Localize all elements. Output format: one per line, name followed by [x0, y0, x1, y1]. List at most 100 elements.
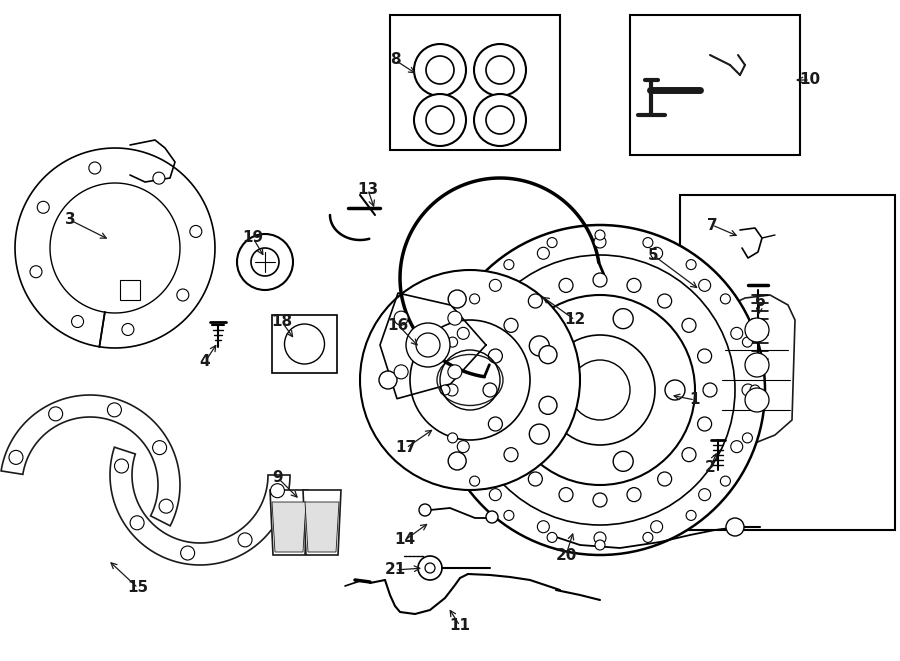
Circle shape	[742, 337, 752, 347]
Circle shape	[486, 511, 498, 523]
Circle shape	[613, 309, 634, 329]
Polygon shape	[270, 490, 308, 555]
Bar	[630, 15, 800, 155]
Text: 19: 19	[242, 231, 264, 245]
Circle shape	[107, 403, 122, 417]
Text: 14: 14	[394, 533, 416, 547]
Circle shape	[698, 488, 711, 500]
Bar	[272, 315, 337, 373]
Circle shape	[742, 384, 754, 396]
Circle shape	[394, 311, 408, 325]
Text: 10: 10	[799, 73, 821, 87]
Circle shape	[414, 44, 466, 96]
Circle shape	[419, 504, 431, 516]
Text: 12: 12	[564, 313, 586, 327]
Circle shape	[547, 532, 557, 543]
Circle shape	[594, 532, 606, 544]
Circle shape	[440, 385, 450, 395]
Text: 3: 3	[65, 212, 76, 227]
Circle shape	[457, 441, 469, 453]
Circle shape	[528, 472, 543, 486]
Text: 20: 20	[555, 547, 577, 563]
Circle shape	[435, 225, 765, 555]
Circle shape	[406, 323, 450, 367]
Circle shape	[474, 44, 526, 96]
Circle shape	[651, 247, 662, 259]
Circle shape	[529, 336, 549, 356]
Text: 17: 17	[395, 440, 417, 455]
Circle shape	[537, 521, 549, 533]
Circle shape	[153, 172, 165, 184]
Circle shape	[559, 278, 573, 292]
Circle shape	[446, 384, 458, 396]
Circle shape	[448, 311, 462, 325]
Circle shape	[37, 202, 50, 214]
Circle shape	[470, 294, 480, 304]
Bar	[120, 280, 140, 300]
Circle shape	[483, 383, 497, 397]
Circle shape	[89, 162, 101, 174]
Text: 6: 6	[754, 295, 765, 309]
Circle shape	[745, 318, 769, 342]
Circle shape	[658, 472, 671, 486]
Circle shape	[720, 476, 731, 486]
Circle shape	[745, 388, 769, 412]
Circle shape	[537, 247, 549, 259]
Circle shape	[682, 319, 696, 332]
Circle shape	[379, 371, 397, 389]
Circle shape	[414, 94, 466, 146]
Circle shape	[593, 273, 607, 287]
Circle shape	[489, 349, 502, 363]
Text: 2: 2	[705, 461, 716, 475]
Circle shape	[447, 433, 457, 443]
Polygon shape	[272, 502, 306, 552]
Circle shape	[731, 441, 742, 453]
Circle shape	[360, 270, 580, 490]
Circle shape	[643, 532, 652, 543]
Circle shape	[742, 433, 752, 443]
Circle shape	[627, 488, 641, 502]
Circle shape	[504, 447, 518, 461]
Circle shape	[703, 383, 717, 397]
Polygon shape	[1, 395, 180, 526]
Circle shape	[504, 260, 514, 270]
Circle shape	[448, 365, 462, 379]
Circle shape	[559, 488, 573, 502]
Text: 4: 4	[200, 354, 211, 369]
Polygon shape	[718, 295, 795, 445]
Circle shape	[418, 556, 442, 580]
Circle shape	[643, 237, 652, 248]
Circle shape	[457, 327, 469, 339]
Text: 5: 5	[648, 247, 658, 262]
Circle shape	[122, 323, 134, 336]
Circle shape	[529, 424, 549, 444]
Circle shape	[528, 294, 543, 308]
Circle shape	[720, 294, 731, 304]
Circle shape	[49, 407, 63, 421]
Circle shape	[547, 237, 557, 248]
Circle shape	[539, 346, 557, 364]
Text: 9: 9	[273, 471, 284, 485]
Circle shape	[698, 280, 711, 292]
Bar	[390, 15, 560, 150]
Circle shape	[114, 459, 129, 473]
Circle shape	[504, 510, 514, 520]
Text: 18: 18	[272, 315, 292, 329]
Circle shape	[593, 493, 607, 507]
Circle shape	[448, 290, 466, 308]
Circle shape	[474, 94, 526, 146]
Circle shape	[504, 319, 518, 332]
Circle shape	[237, 234, 293, 290]
Circle shape	[731, 327, 742, 339]
Circle shape	[658, 294, 671, 308]
Text: 21: 21	[384, 563, 406, 578]
Text: 8: 8	[390, 52, 400, 67]
Circle shape	[651, 521, 662, 533]
Circle shape	[71, 315, 84, 327]
Polygon shape	[303, 490, 341, 555]
Text: 7: 7	[706, 217, 717, 233]
Circle shape	[595, 540, 605, 550]
Circle shape	[698, 349, 712, 363]
Circle shape	[9, 450, 23, 465]
Circle shape	[447, 337, 457, 347]
